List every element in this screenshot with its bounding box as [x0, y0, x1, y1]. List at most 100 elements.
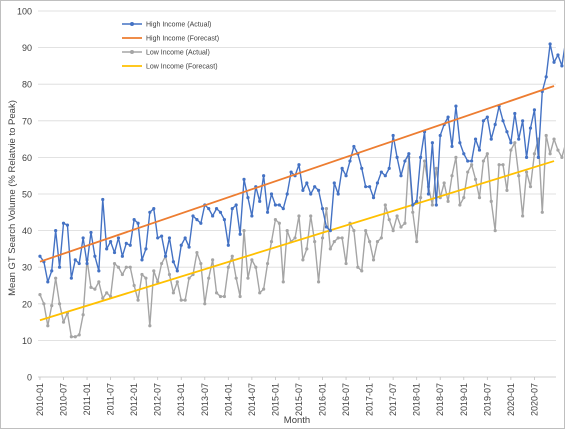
- data-point: [242, 229, 246, 233]
- data-point: [442, 181, 446, 185]
- data-point: [344, 174, 348, 178]
- data-point: [250, 214, 254, 218]
- data-point: [65, 223, 70, 227]
- data-point: [544, 75, 548, 79]
- data-point: [234, 276, 238, 280]
- data-point: [434, 166, 438, 170]
- data-point: [462, 196, 466, 200]
- data-point: [277, 221, 281, 225]
- x-tick-label: 2018-07: [435, 383, 445, 416]
- series-1: [39, 85, 555, 263]
- data-point: [309, 214, 313, 218]
- data-point: [132, 283, 136, 288]
- data-point: [273, 203, 278, 207]
- data-point: [116, 236, 121, 240]
- data-point: [175, 269, 179, 273]
- data-point: [336, 192, 340, 196]
- data-point: [332, 239, 336, 244]
- data-point: [116, 265, 121, 269]
- data-point: [140, 272, 144, 277]
- data-point: [536, 155, 540, 159]
- data-point: [395, 214, 399, 218]
- x-tick-label: 2019-01: [459, 383, 469, 416]
- data-point: [426, 192, 431, 196]
- data-point: [73, 335, 77, 339]
- data-point: [473, 177, 478, 181]
- data-point: [517, 137, 521, 141]
- data-point: [281, 280, 285, 284]
- data-point: [54, 276, 58, 280]
- data-point: [246, 276, 250, 280]
- data-point: [226, 265, 230, 269]
- data-point: [269, 192, 274, 196]
- data-point: [109, 239, 113, 244]
- y-tick-label: 10: [22, 336, 32, 346]
- data-point: [352, 229, 356, 233]
- data-point: [430, 141, 434, 145]
- data-point: [493, 229, 497, 233]
- data-point: [368, 185, 372, 189]
- data-point: [277, 203, 281, 207]
- data-point: [128, 243, 132, 247]
- data-point: [269, 239, 274, 244]
- series-3: [39, 160, 555, 322]
- data-point: [513, 111, 517, 116]
- data-point: [120, 254, 124, 258]
- data-point: [352, 144, 356, 149]
- data-point: [136, 298, 140, 302]
- legend-item: Low Income (Forecast): [122, 64, 218, 71]
- data-point: [305, 247, 309, 251]
- data-point: [199, 221, 203, 225]
- data-point: [458, 203, 462, 207]
- data-point: [218, 294, 223, 299]
- data-point: [548, 152, 552, 156]
- data-point: [46, 280, 50, 284]
- data-point: [411, 210, 415, 214]
- data-point: [415, 199, 419, 203]
- data-point: [379, 236, 383, 240]
- data-point: [446, 115, 450, 119]
- data-point: [238, 232, 242, 236]
- data-point: [163, 254, 168, 258]
- data-point: [391, 229, 395, 233]
- x-tick-label: 2013-01: [176, 383, 186, 416]
- data-point: [254, 265, 258, 269]
- data-point: [548, 42, 552, 46]
- data-point: [179, 243, 183, 247]
- data-point: [505, 130, 509, 134]
- data-point: [509, 148, 513, 152]
- y-tick-label: 70: [22, 116, 32, 126]
- data-point: [140, 258, 144, 262]
- data-point: [203, 302, 207, 306]
- x-tick-label: 2012-07: [153, 383, 163, 416]
- y-tick-label: 20: [22, 299, 32, 309]
- data-point: [477, 196, 482, 200]
- data-point: [477, 148, 482, 152]
- data-point: [152, 269, 156, 273]
- x-tick-label: 2018-01: [412, 383, 422, 416]
- data-point: [93, 254, 97, 258]
- data-point: [242, 177, 246, 181]
- data-point: [167, 272, 172, 277]
- data-point: [69, 276, 73, 280]
- data-point: [489, 137, 493, 141]
- data-point: [101, 197, 105, 202]
- data-point: [297, 163, 301, 167]
- data-point: [528, 185, 533, 189]
- data-point: [156, 236, 160, 240]
- data-point: [144, 276, 148, 280]
- y-tick-label: 0: [27, 373, 32, 383]
- legend-item: High Income (Actual): [122, 22, 211, 29]
- data-point: [183, 298, 187, 302]
- data-point: [293, 236, 297, 240]
- data-point: [368, 239, 372, 244]
- data-point: [497, 163, 501, 167]
- data-point: [399, 174, 403, 178]
- x-tick-label: 2011-01: [82, 383, 92, 415]
- data-point: [371, 258, 376, 262]
- data-point: [387, 166, 391, 170]
- data-point: [160, 234, 164, 238]
- data-point: [485, 115, 489, 119]
- data-point: [281, 207, 285, 211]
